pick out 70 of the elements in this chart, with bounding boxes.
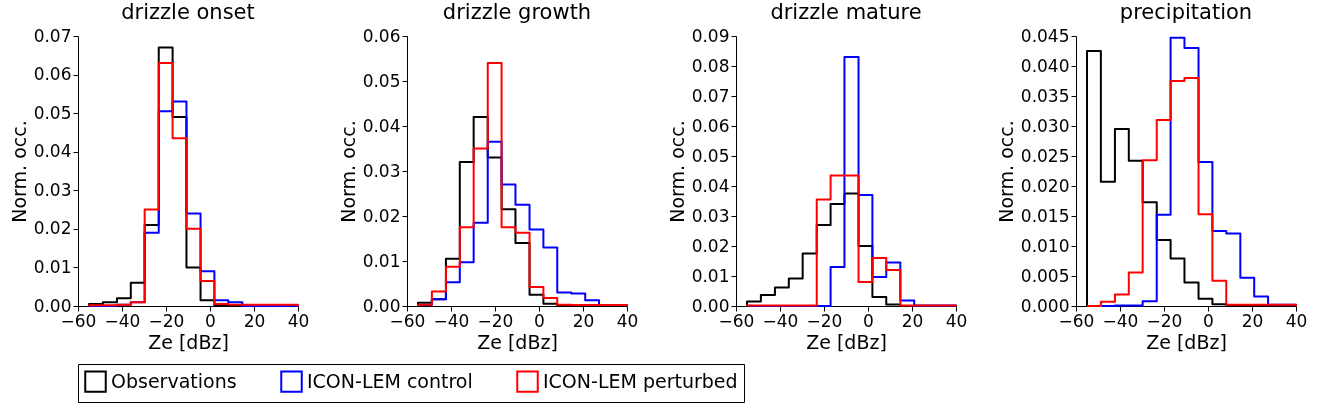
y-tick-label: 0.020	[1020, 175, 1070, 196]
y-tick-label: 0.02	[33, 218, 72, 239]
x-tick-label: 40	[616, 310, 639, 331]
y-tick-label: 0.09	[691, 25, 730, 46]
x-tick-label: 0	[863, 310, 874, 331]
y-tick-label: 0.010	[1020, 235, 1070, 256]
y-tick-label: 0.04	[33, 141, 72, 162]
y-tick-label: 0.030	[1020, 115, 1070, 136]
chart-title: drizzle onset	[121, 0, 255, 24]
y-tick-label: 0.025	[1020, 145, 1070, 166]
x-tick-label: 20	[901, 310, 924, 331]
y-tick-label: 0.03	[33, 179, 72, 200]
y-tick-label: 0.02	[362, 205, 401, 226]
chart-title: drizzle mature	[770, 0, 922, 24]
y-tick-label: 0.07	[691, 85, 730, 106]
y-tick-label: 0.00	[691, 295, 730, 316]
x-axis-title: Ze [dBz]	[477, 330, 558, 353]
x-tick-label: 20	[243, 310, 266, 331]
y-tick-label: 0.02	[691, 235, 730, 256]
x-tick-label: 40	[945, 310, 968, 331]
y-tick-label: 0.035	[1020, 85, 1070, 106]
x-axis-title: Ze [dBz]	[1146, 330, 1227, 353]
x-tick-label: 0	[534, 310, 545, 331]
x-tick-label: 40	[1285, 310, 1308, 331]
y-tick-label: 0.015	[1020, 205, 1070, 226]
x-axis-title: Ze [dBz]	[806, 330, 887, 353]
y-tick-label: 0.00	[362, 295, 401, 316]
y-axis-title: Norm. occ.	[336, 120, 359, 223]
legend-label: ICON-LEM perturbed	[543, 369, 738, 392]
y-tick-label: 0.06	[691, 115, 730, 136]
y-tick-label: 0.06	[362, 25, 401, 46]
x-tick-label: −20	[477, 310, 514, 331]
y-tick-label: 0.06	[33, 64, 72, 85]
x-axis-title: Ze [dBz]	[148, 330, 229, 353]
x-tick-label: −20	[148, 310, 185, 331]
x-tick-label: −40	[433, 310, 470, 331]
x-tick-label: 20	[572, 310, 595, 331]
x-tick-label: −20	[806, 310, 843, 331]
y-tick-label: 0.00	[33, 295, 72, 316]
x-tick-label: 40	[287, 310, 310, 331]
legend-label: Observations	[111, 369, 237, 392]
x-tick-label: −40	[104, 310, 141, 331]
y-tick-label: 0.03	[691, 205, 730, 226]
x-tick-label: 0	[205, 310, 216, 331]
y-axis-title: Norm. occ.	[665, 120, 688, 223]
x-tick-label: −40	[1102, 310, 1139, 331]
y-axis-title: Norm. occ.	[994, 120, 1017, 223]
y-tick-label: 0.04	[691, 175, 730, 196]
chart-title: precipitation	[1119, 0, 1253, 24]
y-tick-label: 0.07	[33, 25, 72, 46]
y-tick-label: 0.040	[1020, 55, 1070, 76]
chart-title: drizzle growth	[442, 0, 592, 24]
y-tick-label: 0.05	[691, 145, 730, 166]
y-tick-label: 0.05	[33, 102, 72, 123]
x-tick-label: 0	[1203, 310, 1214, 331]
x-tick-label: 20	[1241, 310, 1264, 331]
y-axis-title: Norm. occ.	[7, 120, 30, 223]
y-tick-label: 0.08	[691, 55, 730, 76]
y-tick-label: 0.05	[362, 70, 401, 91]
y-tick-label: 0.045	[1020, 25, 1070, 46]
y-tick-label: 0.04	[362, 115, 401, 136]
y-tick-label: 0.000	[1020, 295, 1070, 316]
y-tick-label: 0.005	[1020, 265, 1070, 286]
legend-label: ICON-LEM control	[307, 369, 473, 392]
y-tick-label: 0.01	[691, 265, 730, 286]
y-tick-label: 0.01	[33, 256, 72, 277]
y-tick-label: 0.01	[362, 250, 401, 271]
x-tick-label: −40	[762, 310, 799, 331]
x-tick-label: −20	[1146, 310, 1183, 331]
y-tick-label: 0.03	[362, 160, 401, 181]
